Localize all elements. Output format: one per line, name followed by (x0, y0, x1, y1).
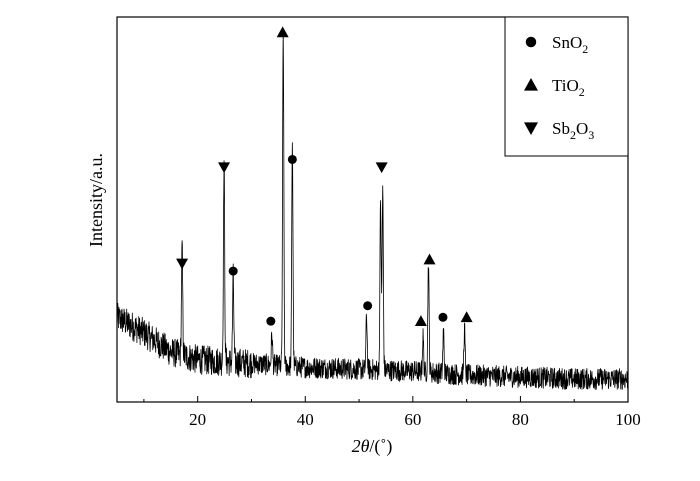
marker-sb2o3 (218, 162, 231, 174)
legend-label: TiO2 (552, 76, 585, 99)
legend-marker-sb2o3 (524, 122, 538, 135)
legend-box (504, 16, 629, 157)
marker-sb2o3 (176, 258, 189, 270)
marker-tio2 (423, 253, 436, 265)
marker-sno2 (266, 316, 276, 326)
marker-sno2 (438, 312, 448, 322)
legend-label: SnO2 (552, 33, 588, 56)
y-axis-label: Intensity/a.u. (86, 153, 106, 247)
marker-tio2 (460, 311, 473, 323)
x-tick-label: 20 (189, 410, 206, 429)
marker-sno2 (287, 154, 297, 164)
x-tick-label: 80 (512, 410, 529, 429)
legend-marker-sno2 (525, 36, 537, 48)
plot-area-frame (116, 16, 629, 403)
legend-marker-tio2 (524, 78, 538, 91)
legend-label: Sb2O3 (552, 119, 594, 142)
marker-sb2o3 (375, 162, 388, 174)
marker-tio2 (414, 315, 427, 326)
x-tick-label: 100 (615, 410, 641, 429)
legend: SnO2 TiO2 Sb2O3 (504, 16, 629, 157)
peak-markers (176, 26, 473, 326)
xrd-pattern-line (116, 29, 629, 390)
marker-sno2 (228, 266, 238, 276)
marker-sno2 (363, 301, 373, 311)
x-tick-label: 40 (297, 410, 314, 429)
marker-tio2 (276, 26, 289, 38)
x-axis-label: 2θ/(˚) (352, 436, 393, 457)
x-axis-ticks (143, 396, 629, 402)
x-tick-label: 60 (404, 410, 421, 429)
x-axis-tick-labels: 20 40 60 80 100 (189, 410, 641, 429)
